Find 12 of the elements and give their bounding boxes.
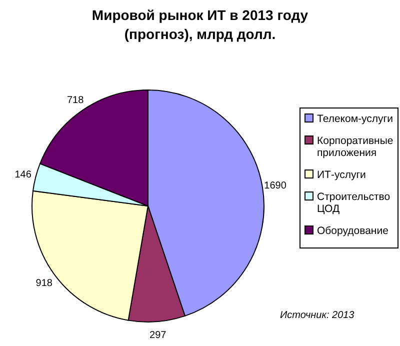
data-label: 297 (150, 330, 167, 342)
text: Источник: 2013 (280, 310, 355, 321)
legend-label: Корпоративные приложения (317, 135, 394, 159)
data-label: 1690 (264, 180, 287, 192)
data-label: 918 (36, 278, 53, 289)
legend-label: Оборудование (317, 225, 389, 237)
data-label: 146 (14, 169, 32, 180)
legend-label: Строительство ЦОД (317, 191, 390, 215)
data-label: 718 (66, 94, 84, 106)
chart-title: Мировой рынок ИТ в 2013 году (прогноз), млрд долл. (92, 7, 308, 42)
legend-label: ИТ-услуги (317, 169, 366, 181)
legend-label: Телеком-услуги (317, 113, 394, 125)
